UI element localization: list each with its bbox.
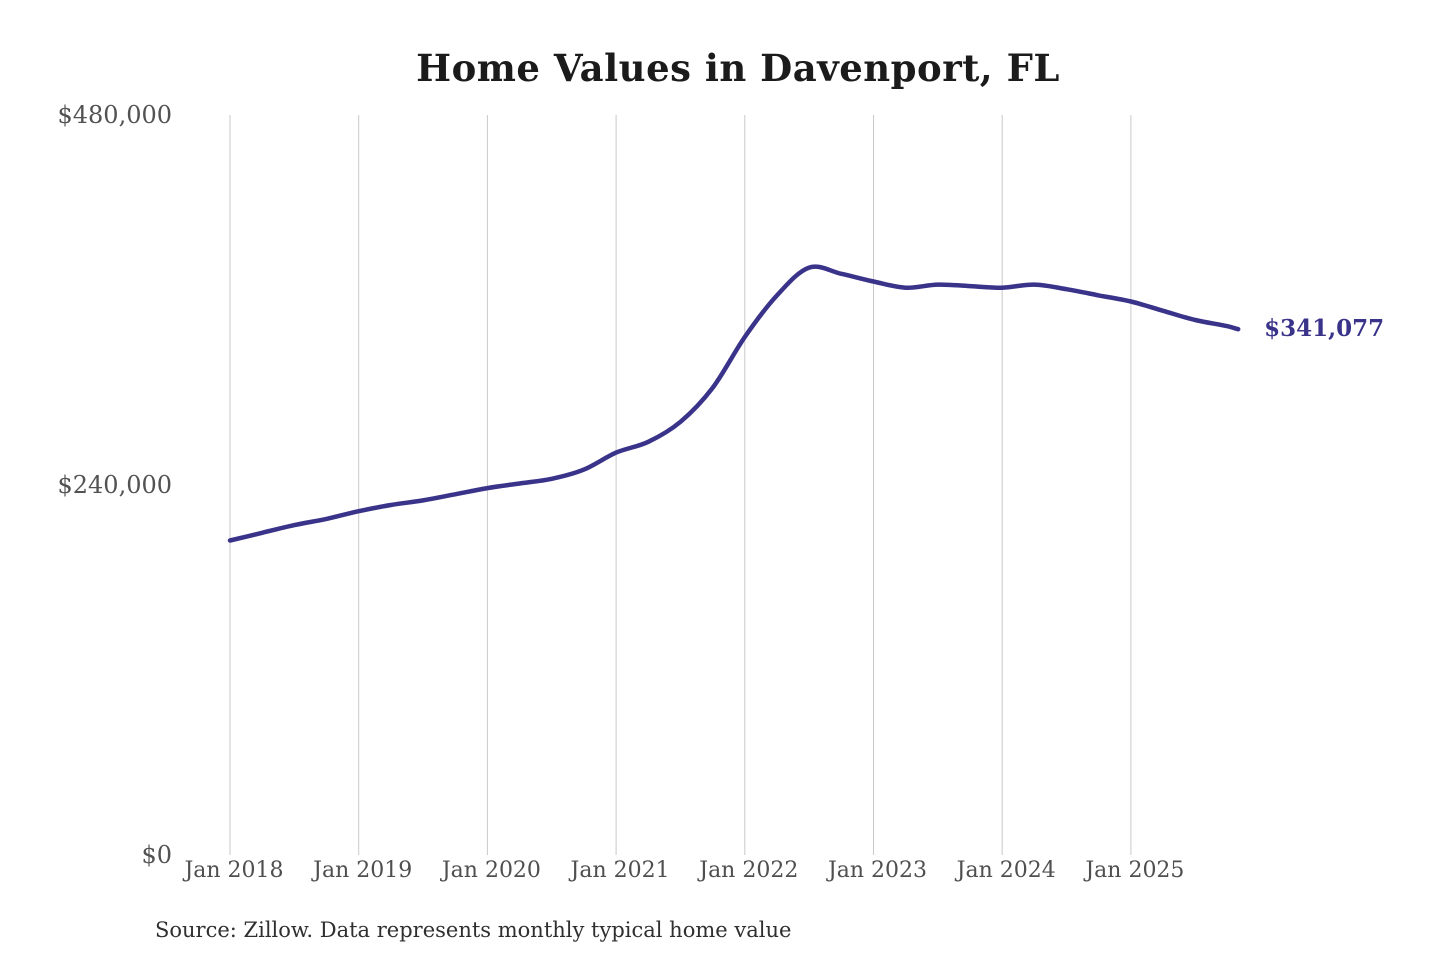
x-axis-tick-jan-2018: Jan 2018 — [184, 858, 284, 883]
x-axis-tick-jan-2025: Jan 2025 — [1085, 858, 1185, 883]
chart-title: Home Values in Davenport, FL — [416, 46, 1060, 90]
x-axis-tick-jan-2023: Jan 2023 — [827, 858, 928, 883]
y-axis-tick-0: $0 — [141, 841, 172, 869]
x-axis-tick-jan-2021: Jan 2021 — [570, 858, 670, 883]
x-axis-tick-jan-2019: Jan 2019 — [313, 858, 413, 883]
x-axis-tick-jan-2022: Jan 2022 — [699, 858, 799, 883]
x-axis-tick-jan-2024: Jan 2024 — [956, 858, 1056, 883]
y-axis-tick-480000: $480,000 — [57, 101, 172, 129]
x-axis-tick-jan-2020: Jan 2020 — [441, 858, 541, 883]
source-note: Source: Zillow. Data represents monthly … — [155, 918, 792, 942]
latest-value-label: $341,077 — [1264, 315, 1385, 343]
y-axis-tick-240000: $240,000 — [57, 471, 172, 499]
home-value-line — [227, 264, 1241, 543]
